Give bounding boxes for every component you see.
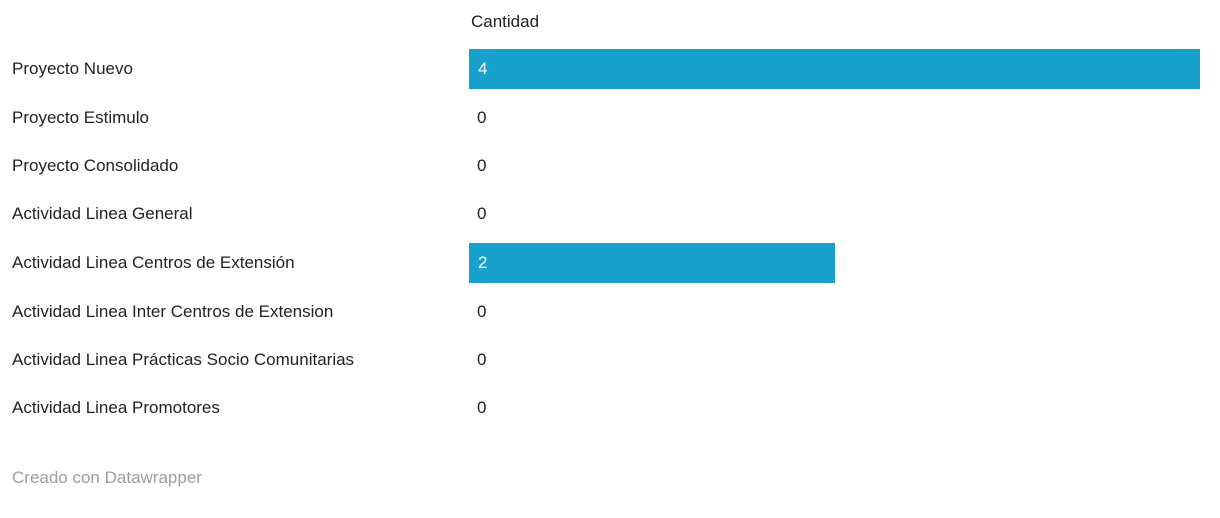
chart-row: Actividad Linea Centros de Extensión 2 xyxy=(0,238,1200,288)
chart-row: Actividad Linea Inter Centros de Extensi… xyxy=(0,288,1200,336)
value-label: 0 xyxy=(477,204,487,223)
bar-cell: 0 xyxy=(469,108,1200,128)
category-label-cell: Proyecto Estimulo xyxy=(0,105,469,131)
category-label: Proyecto Consolidado xyxy=(12,156,179,175)
bar[interactable]: 4 xyxy=(469,49,1200,89)
category-label: Actividad Linea Promotores xyxy=(12,398,220,417)
chart-row: Proyecto Estimulo 0 xyxy=(0,94,1200,142)
category-label: Actividad Linea Prácticas Socio Comunita… xyxy=(12,350,355,369)
category-label: Actividad Linea Inter Centros de Extensi… xyxy=(12,302,334,321)
column-header-row: Cantidad xyxy=(0,0,1200,44)
category-label-cell: Actividad Linea Promotores xyxy=(0,395,469,421)
value-label: 0 xyxy=(477,156,487,175)
value-label: 0 xyxy=(477,302,487,321)
category-label-cell: Proyecto Consolidado xyxy=(0,153,469,179)
category-label-cell: Actividad Linea Centros de Extensión xyxy=(0,250,469,276)
chart-row: Actividad Linea General 0 xyxy=(0,190,1200,238)
bar-chart: Cantidad Proyecto Nuevo 4 Proyecto Estim… xyxy=(0,0,1200,488)
value-label: 0 xyxy=(477,350,487,369)
chart-row: Proyecto Consolidado 0 xyxy=(0,142,1200,190)
bar-cell: 0 xyxy=(469,156,1200,176)
value-column-header-cell: Cantidad xyxy=(469,12,1200,32)
bar-cell: 2 xyxy=(469,243,1200,283)
category-label-cell: Actividad Linea General xyxy=(0,201,469,227)
chart-row: Actividad Linea Promotores 0 xyxy=(0,384,1200,432)
category-label-cell: Actividad Linea Prácticas Socio Comunita… xyxy=(0,347,469,373)
category-label: Actividad Linea General xyxy=(12,204,193,223)
value-column-header: Cantidad xyxy=(471,12,540,31)
category-label-cell: Actividad Linea Inter Centros de Extensi… xyxy=(0,299,469,325)
bar[interactable]: 2 xyxy=(469,243,835,283)
bar-cell: 0 xyxy=(469,350,1200,370)
value-label: 0 xyxy=(477,398,487,417)
category-label-cell: Proyecto Nuevo xyxy=(0,56,469,82)
bar-cell: 0 xyxy=(469,302,1200,322)
category-label: Actividad Linea Centros de Extensión xyxy=(12,253,295,272)
bar-cell: 0 xyxy=(469,398,1200,418)
chart-footer: Creado con Datawrapper xyxy=(0,468,1200,488)
bar-cell: 4 xyxy=(469,49,1200,89)
chart-rows: Proyecto Nuevo 4 Proyecto Estimulo 0 Pro… xyxy=(0,44,1200,432)
category-label: Proyecto Estimulo xyxy=(12,108,149,127)
credit-link[interactable]: Creado con Datawrapper xyxy=(12,468,202,487)
chart-row: Actividad Linea Prácticas Socio Comunita… xyxy=(0,336,1200,384)
category-label: Proyecto Nuevo xyxy=(12,59,133,78)
value-label: 0 xyxy=(477,108,487,127)
chart-row: Proyecto Nuevo 4 xyxy=(0,44,1200,94)
bar-cell: 0 xyxy=(469,204,1200,224)
bar-value-label: 2 xyxy=(478,253,488,272)
bar-value-label: 4 xyxy=(478,59,488,78)
